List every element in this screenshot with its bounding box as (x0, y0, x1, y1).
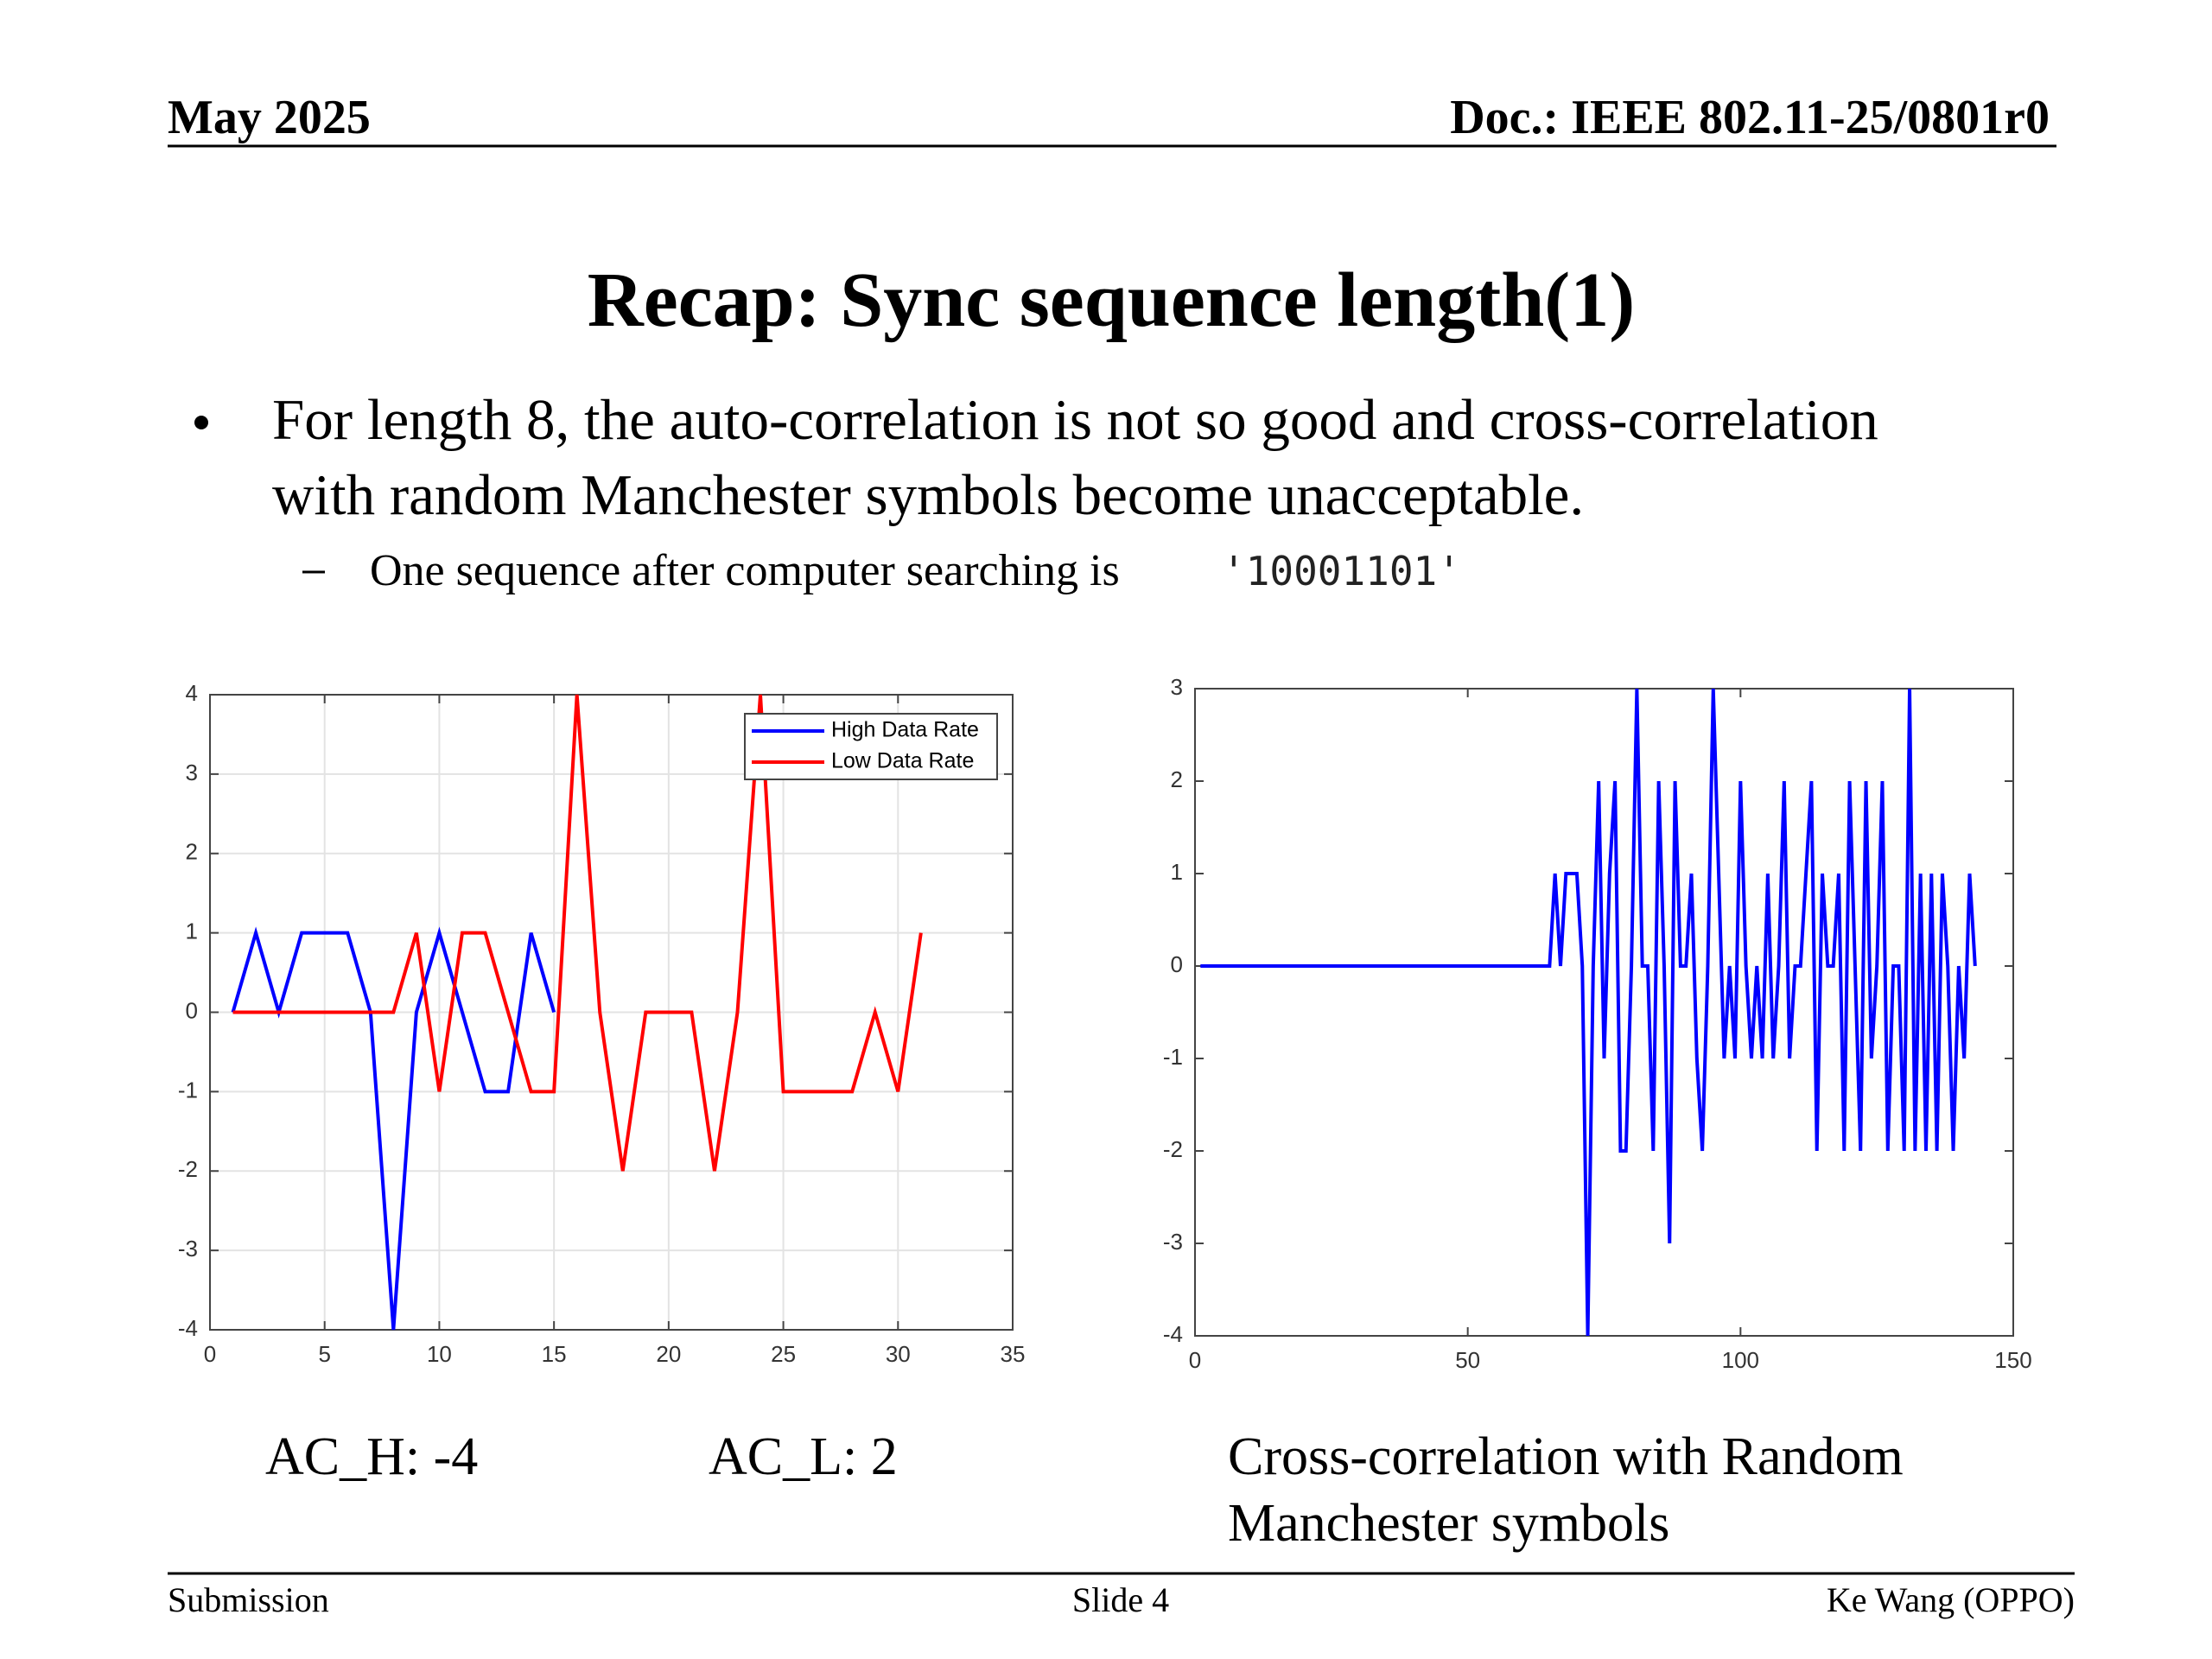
y-tick-label: -3 (1163, 1229, 1183, 1255)
plot-frame (209, 694, 1014, 1331)
header-doc: Doc.: IEEE 802.11-25/0801r0 (1450, 91, 2050, 144)
x-tick-label: 150 (1994, 1347, 2031, 1373)
caption: Cross-correlation with Random (1228, 1427, 1904, 1486)
sub-bullet-code: '10001101' (1222, 548, 1461, 594)
x-tick-label: 0 (204, 1341, 216, 1367)
y-tick-label: -4 (178, 1315, 198, 1341)
footer-left: Submission (168, 1580, 329, 1619)
y-tick-label: -4 (1163, 1321, 1183, 1347)
y-tick-label: -1 (178, 1077, 198, 1103)
data-line (1200, 688, 1977, 1337)
legend-label: High Data Rate (831, 718, 979, 742)
slide-title: Recap: Sync sequence length(1) (588, 257, 1635, 343)
footer-right: Ke Wang (OPPO) (1827, 1580, 2075, 1619)
legend-label: Low Data Rate (831, 749, 974, 773)
y-tick-label: 1 (186, 918, 198, 944)
header-date: May 2025 (168, 91, 371, 144)
y-tick-label: 3 (186, 760, 198, 785)
y-tick-label: 1 (1171, 859, 1183, 885)
x-tick-label: 15 (542, 1341, 567, 1367)
x-tick-label: 5 (318, 1341, 330, 1367)
x-tick-label: 25 (771, 1341, 796, 1367)
y-tick-label: 2 (186, 839, 198, 865)
plot-frame (1194, 688, 2014, 1337)
y-tick-label: -2 (178, 1156, 198, 1182)
x-tick-label: 100 (1722, 1347, 1759, 1373)
y-tick-label: 2 (1171, 766, 1183, 792)
x-tick-label: 30 (886, 1341, 911, 1367)
caption: AC_H: -4 (265, 1427, 478, 1486)
y-tick-label: 4 (186, 680, 198, 706)
y-tick-label: 3 (1171, 674, 1183, 700)
y-tick-label: 0 (186, 997, 198, 1023)
y-tick-label: 0 (1171, 951, 1183, 977)
x-tick-label: 20 (656, 1341, 681, 1367)
data-line (232, 694, 923, 1172)
bullet-text: For length 8, the auto-correlation is no… (272, 388, 1878, 452)
bullet-dot (194, 416, 208, 429)
sub-bullet-text: One sequence after computer searching is (370, 546, 1120, 595)
data-line (231, 926, 556, 1331)
caption: AC_L: 2 (709, 1427, 898, 1486)
x-tick-label: 0 (1189, 1347, 1201, 1373)
caption: Manchester symbols (1228, 1494, 1669, 1553)
y-tick-label: -3 (178, 1236, 198, 1262)
x-tick-label: 10 (427, 1341, 452, 1367)
legend-box (744, 713, 998, 780)
x-tick-label: 35 (1001, 1341, 1026, 1367)
bullet-text: with random Manchester symbols become un… (272, 463, 1584, 527)
y-tick-label: -2 (1163, 1136, 1183, 1162)
footer-center: Slide 4 (1072, 1580, 1169, 1619)
x-tick-label: 50 (1455, 1347, 1480, 1373)
y-tick-label: -1 (1163, 1044, 1183, 1070)
